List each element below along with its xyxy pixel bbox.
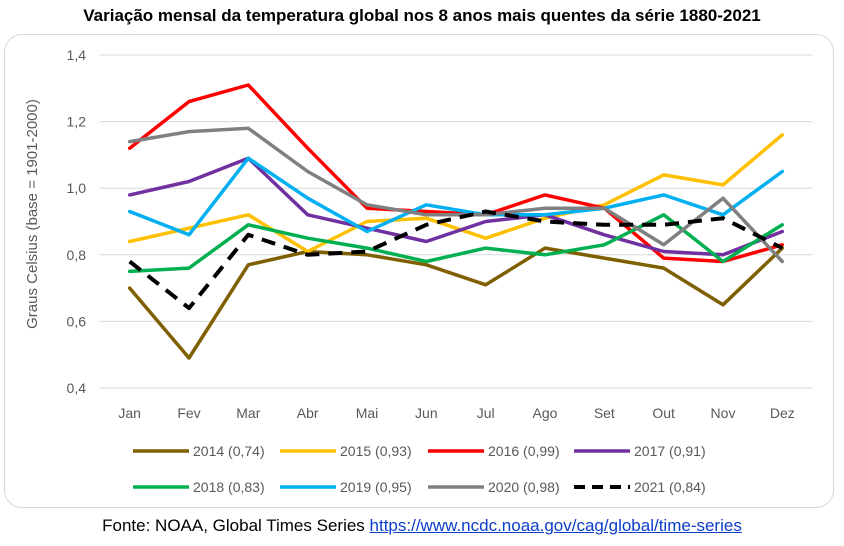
x-axis: Jan Fev Mar Abr Mai Jun Jul Ago Set Out Nov Dez bbox=[118, 405, 794, 421]
x-tick-label: Jan bbox=[118, 405, 141, 421]
series-line-2016 bbox=[127, 83, 785, 264]
line-chart: 0,4 0,6 0,8 1,0 1,2 1,4 Jan Fev Mar Abr Mai Jun Jul… bbox=[24, 47, 812, 495]
x-tick-label: Ago bbox=[533, 405, 558, 421]
source-link[interactable]: https://www.ncdc.noaa.gov/cag/global/tim… bbox=[369, 516, 742, 535]
y-tick-label: 1,2 bbox=[67, 114, 87, 130]
y-tick-label: 1,4 bbox=[67, 47, 87, 63]
legend-label: 2015 (0,93) bbox=[340, 443, 412, 459]
source-note: Fonte: NOAA, Global Times Series https:/… bbox=[0, 516, 844, 536]
series-line-2020 bbox=[127, 126, 785, 264]
x-tick-label: Fev bbox=[177, 405, 200, 421]
x-tick-label: Mar bbox=[236, 405, 260, 421]
x-tick-label: Jun bbox=[415, 405, 438, 421]
series-line-2014 bbox=[127, 246, 785, 360]
x-tick-label: Out bbox=[652, 405, 675, 421]
y-axis: 0,4 0,6 0,8 1,0 1,2 1,4 bbox=[67, 47, 87, 396]
series-line-2015 bbox=[127, 133, 785, 254]
legend-label: 2018 (0,83) bbox=[193, 479, 265, 495]
x-tick-label: Set bbox=[594, 405, 615, 421]
series-lines bbox=[127, 83, 785, 360]
legend-label: 2020 (0,98) bbox=[488, 479, 560, 495]
legend-label: 2014 (0,74) bbox=[193, 443, 265, 459]
legend-label: 2016 (0,99) bbox=[488, 443, 560, 459]
x-tick-label: Dez bbox=[770, 405, 795, 421]
legend-label: 2019 (0,95) bbox=[340, 479, 412, 495]
x-tick-label: Mai bbox=[356, 405, 379, 421]
chart-frame bbox=[4, 34, 834, 508]
x-tick-label: Nov bbox=[711, 405, 736, 421]
y-tick-label: 1,0 bbox=[67, 180, 87, 196]
x-tick-label: Abr bbox=[297, 405, 319, 421]
legend-label: 2017 (0,91) bbox=[634, 443, 706, 459]
legend: 2014 (0,74) 2015 (0,93) 2016 (0,99) 2017 (0… bbox=[133, 443, 706, 495]
legend-label: 2021 (0,84) bbox=[634, 479, 706, 495]
series-line-2018 bbox=[127, 213, 785, 274]
gridlines bbox=[100, 54, 812, 389]
y-tick-label: 0,6 bbox=[67, 313, 87, 329]
series-line-2017 bbox=[127, 156, 785, 257]
y-axis-label: Graus Celsius (base = 1901-2000) bbox=[24, 99, 41, 329]
chart-title: Variação mensal da temperatura global no… bbox=[83, 6, 761, 25]
series-line-2021 bbox=[128, 209, 784, 311]
source-text: Fonte: NOAA, Global Times Series bbox=[102, 516, 370, 535]
x-tick-label: Jul bbox=[477, 405, 495, 421]
series-line-2019 bbox=[127, 156, 785, 237]
y-tick-label: 0,8 bbox=[67, 247, 87, 263]
y-tick-label: 0,4 bbox=[67, 380, 87, 396]
